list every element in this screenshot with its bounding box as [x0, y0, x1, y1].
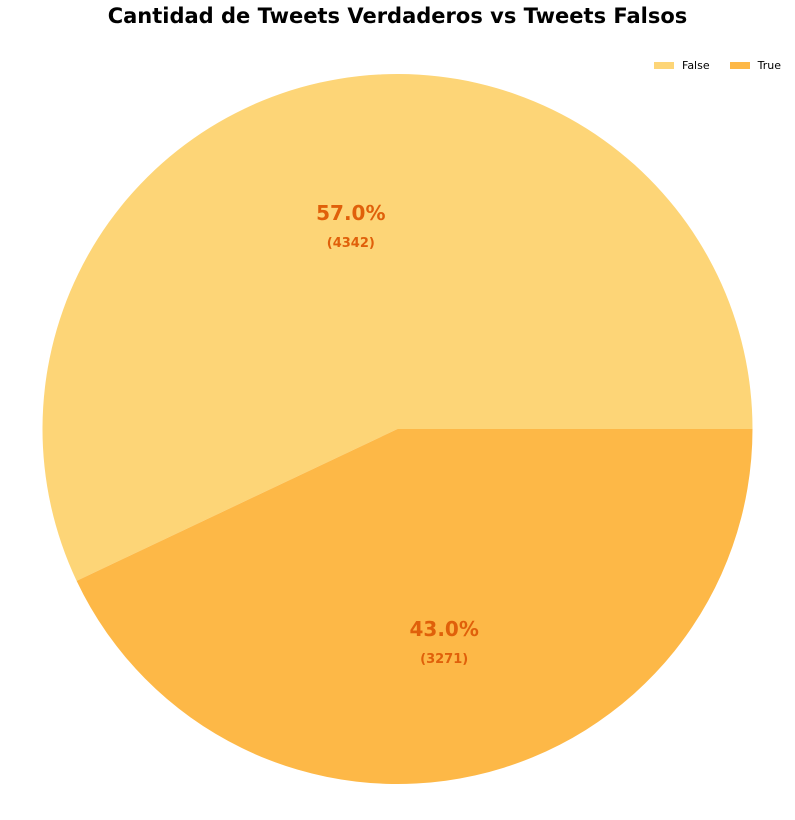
legend: False True	[654, 59, 781, 72]
slice-percent-label-true: 43.0%	[409, 617, 478, 641]
legend-swatch-false	[654, 62, 674, 69]
legend-swatch-true	[729, 62, 750, 69]
pie-slice-false	[42, 74, 753, 581]
legend-item-false: False	[654, 59, 710, 72]
chart-title: Cantidad de Tweets Verdaderos vs Tweets …	[107, 4, 688, 28]
slice-count-label-false: (4342)	[327, 236, 375, 251]
slice-count-label-true: (3271)	[420, 652, 468, 667]
legend-item-true: True	[729, 59, 781, 72]
legend-label-true: True	[757, 59, 781, 72]
slice-percent-label-false: 57.0%	[316, 201, 385, 225]
pie-slice-true	[76, 429, 753, 785]
legend-label-false: False	[682, 59, 710, 72]
